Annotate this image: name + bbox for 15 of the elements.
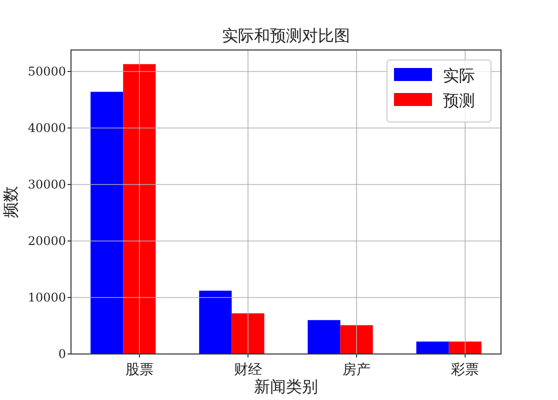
y-tick-label: 40000 bbox=[28, 120, 66, 135]
x-tick-label: 财经 bbox=[234, 362, 262, 378]
x-tick-label: 房产 bbox=[342, 362, 371, 378]
y-tick-label: 0 bbox=[58, 347, 66, 361]
y-tick-label: 30000 bbox=[28, 177, 66, 192]
y-axis-title: 频数 bbox=[1, 186, 20, 218]
legend-label: 实际 bbox=[443, 66, 475, 85]
y-tick-label: 10000 bbox=[28, 290, 66, 304]
x-tick-label: 彩票 bbox=[451, 362, 480, 378]
y-tick-label: 50000 bbox=[28, 64, 66, 78]
y-tick-label: 20000 bbox=[28, 234, 66, 248]
x-axis-title: 新闻类别 bbox=[254, 377, 318, 396]
legend-label: 预测 bbox=[443, 91, 475, 110]
chart-title: 实际和预测对比图 bbox=[222, 26, 350, 45]
x-tick-label: 股票 bbox=[125, 362, 154, 378]
